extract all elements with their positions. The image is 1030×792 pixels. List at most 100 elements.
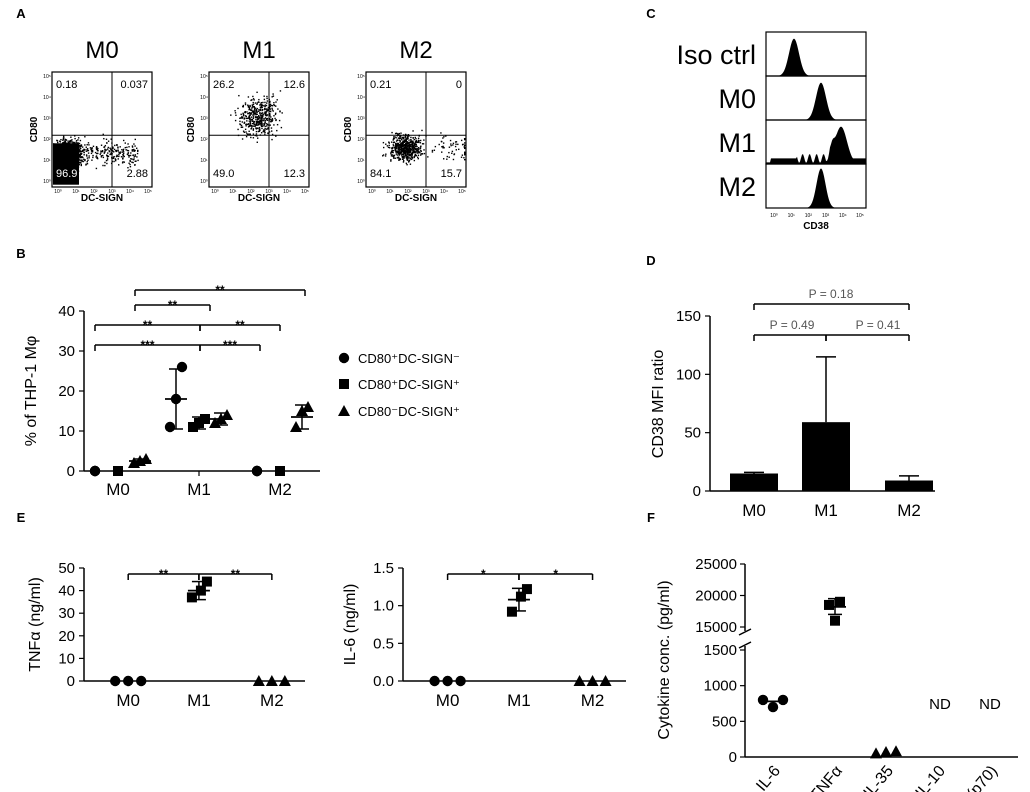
flow-m2-event <box>404 152 406 154</box>
flow-m1-event <box>255 130 258 133</box>
flow-m2-event <box>415 140 418 143</box>
d-bar-M2 <box>885 480 933 491</box>
b-point-circle <box>251 465 263 477</box>
b-point-triangle <box>302 401 314 412</box>
flow-m2-event <box>455 143 457 145</box>
flow-m1-event <box>241 115 243 118</box>
flow-m0-event <box>86 163 89 165</box>
flow-m0-event <box>88 144 90 146</box>
flow-m1-event <box>247 106 250 108</box>
e-tnf-ytick-label: 50 <box>58 560 75 577</box>
flow-m2-q-ul: 0.21 <box>370 79 391 91</box>
flow-m0-xtick: 10⁰ <box>54 189 62 195</box>
flow-m0-event <box>109 147 111 149</box>
flow-m1-event <box>252 98 255 100</box>
flow-m2-q-lr: 15.7 <box>441 168 462 180</box>
flow-m2-event <box>397 147 399 150</box>
flow-m1-event <box>266 117 269 120</box>
flow-m1-event <box>270 104 273 107</box>
d-ytick-label: 50 <box>684 425 701 442</box>
b-ylabel: % of THP-1 Mφ <box>23 336 40 447</box>
flow-m2-event <box>454 145 457 148</box>
cd38-xtick: 10² <box>805 213 813 219</box>
flow-m1-event <box>248 116 251 119</box>
flow-m1-event <box>260 115 262 117</box>
flow-m1-event <box>263 118 265 120</box>
flow-m1-q-ul: 26.2 <box>213 79 234 91</box>
flow-m2-event <box>443 146 445 149</box>
e-tnf-point-M0 <box>110 675 121 687</box>
flow-m0-event <box>105 138 108 141</box>
b-xtick-label: M1 <box>187 480 211 499</box>
flow-m1-event <box>257 116 259 118</box>
flow-m0-event <box>91 159 93 161</box>
flow-m1-event <box>269 112 271 115</box>
flow-m2-ytick: 10² <box>357 137 365 143</box>
flow-m2-event <box>453 153 456 155</box>
flow-m0-event <box>77 142 79 144</box>
flow-m1-event <box>249 114 251 117</box>
flow-m0-q-ll: 96.9 <box>56 168 77 180</box>
flow-m1-event <box>256 102 258 104</box>
flow-m0-event <box>132 159 135 161</box>
b-point-circle <box>170 393 182 405</box>
flow-m2-event <box>448 146 451 148</box>
flow-m0-event <box>106 142 108 144</box>
flow-m1-event <box>259 120 261 122</box>
flow-m1-event <box>261 114 263 116</box>
flow-m1-event <box>269 101 271 104</box>
flow-m0-event <box>100 155 103 157</box>
flow-m1-event <box>271 118 274 120</box>
flow-m1-event <box>230 114 232 116</box>
flow-m0-event <box>128 162 130 164</box>
flow-m0-event <box>62 135 65 138</box>
flow-m1-event <box>252 117 255 120</box>
flow-m1-event <box>249 117 251 120</box>
flow-m2-event <box>414 143 416 145</box>
cd38-xlabel: CD38 <box>803 221 829 232</box>
flow-m2-event <box>407 135 409 138</box>
flow-m2-frame <box>365 71 467 188</box>
flow-m2-event <box>411 151 414 154</box>
f-point-il6 <box>777 694 789 706</box>
flow-m2-event <box>423 152 426 155</box>
flow-m1-event <box>255 109 258 112</box>
flow-m1-event <box>250 112 252 115</box>
b-sig-5-stars: *** <box>223 338 237 352</box>
flow-m1-event <box>261 127 263 130</box>
flow-m2-event <box>400 137 402 139</box>
flow-m2-event <box>391 147 393 150</box>
flow-m0-event <box>70 139 72 142</box>
flow-m0-event <box>78 142 81 145</box>
flow-m1-event <box>269 110 271 112</box>
flow-m0-event <box>111 151 113 153</box>
flow-m0-event <box>63 142 65 144</box>
flow-m1-event <box>267 127 269 129</box>
flow-m2-event <box>407 150 410 152</box>
flow-m0-event <box>70 136 72 138</box>
flow-m1-event <box>261 103 263 106</box>
flow-m0-event <box>112 147 114 149</box>
flow-m0-event <box>126 146 128 149</box>
flow-m1-event <box>243 118 245 120</box>
flow-m1-event <box>257 130 260 133</box>
flow-m0-event <box>68 140 71 143</box>
flow-m0-event <box>107 148 109 150</box>
flow-m1-event <box>267 109 269 112</box>
flow-m1-q-lr: 12.3 <box>284 168 305 180</box>
flow-m1-event <box>264 111 266 113</box>
flow-m2-event <box>406 156 408 159</box>
e-tnf-xtick-label: M0 <box>116 691 140 710</box>
flow-m0-event <box>95 156 97 158</box>
cd38-hist-2-curve <box>766 126 866 164</box>
flow-m2-event <box>395 142 397 145</box>
flow-m0-event <box>122 152 125 155</box>
flow-m1-event <box>245 117 248 120</box>
flow-m1-event <box>260 124 262 126</box>
flow-m1-event <box>271 119 274 121</box>
flow-m1-event <box>244 128 247 131</box>
flow-m2-event <box>410 158 412 160</box>
e-tnf-ylabel: TNFα (ng/ml) <box>27 577 44 672</box>
d-bar-M0 <box>730 473 778 491</box>
flow-m0-event <box>121 148 123 151</box>
